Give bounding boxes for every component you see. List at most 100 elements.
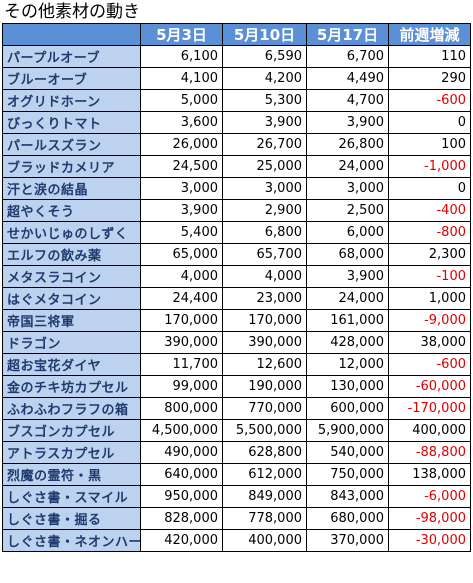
week-1-cell: 65,000 — [140, 243, 223, 266]
table-row: パールスズラン 26,000 26,700 26,800 100 — [2, 133, 471, 156]
week-1-cell: 3,900 — [140, 199, 223, 222]
item-name-cell: パープルオーブ — [2, 45, 141, 68]
header-week-3: 5月17日 — [306, 23, 389, 46]
week-2-cell: 23,000 — [222, 287, 307, 310]
table-row: エルフの飲み薬 65,000 65,700 68,000 2,300 — [2, 243, 471, 266]
diff-cell: -170,000 — [388, 397, 471, 420]
diff-cell: -60,000 — [388, 375, 471, 398]
item-name-cell: ふわふわフラフの箱 — [2, 397, 141, 420]
table-row: 超お宝花ダイヤ 11,700 12,600 12,000 -600 — [2, 353, 471, 376]
table-row: はぐメタコイン 24,400 23,000 24,000 1,000 — [2, 287, 471, 310]
week-1-cell: 11,700 — [140, 353, 223, 376]
table-row: ブルーオーブ 4,100 4,200 4,490 290 — [2, 67, 471, 90]
item-name-cell: パールスズラン — [2, 133, 141, 156]
week-3-cell: 428,000 — [306, 331, 389, 354]
table-row: オグリドホーン 5,000 5,300 4,700 -600 — [2, 89, 471, 112]
week-1-cell: 390,000 — [140, 331, 223, 354]
week-1-cell: 4,500,000 — [140, 419, 223, 442]
diff-cell: -98,000 — [388, 507, 471, 530]
week-1-cell: 640,000 — [140, 463, 223, 486]
item-name-cell: はぐメタコイン — [2, 287, 141, 310]
week-2-cell: 4,200 — [222, 67, 307, 90]
diff-cell: 100 — [388, 133, 471, 156]
item-name-cell: びっくりトマト — [2, 111, 141, 134]
diff-cell: -600 — [388, 89, 471, 112]
header-week-1: 5月3日 — [140, 23, 223, 46]
week-3-cell: 6,000 — [306, 221, 389, 244]
week-3-cell: 843,000 — [306, 485, 389, 508]
diff-cell: -30,000 — [388, 529, 471, 552]
diff-cell: -100 — [388, 265, 471, 288]
item-name-cell: 超お宝花ダイヤ — [2, 353, 141, 376]
item-name-cell: メタスラコイン — [2, 265, 141, 288]
item-name-cell: 超やくそう — [2, 199, 141, 222]
diff-cell: -800 — [388, 221, 471, 244]
week-2-cell: 65,700 — [222, 243, 307, 266]
week-1-cell: 828,000 — [140, 507, 223, 530]
diff-cell: 138,000 — [388, 463, 471, 486]
week-1-cell: 24,400 — [140, 287, 223, 310]
week-2-cell: 770,000 — [222, 397, 307, 420]
week-2-cell: 628,800 — [222, 441, 307, 464]
item-name-cell: ブラッドカメリア — [2, 155, 141, 178]
week-2-cell: 400,000 — [222, 529, 307, 552]
week-3-cell: 4,490 — [306, 67, 389, 90]
header-row: 5月3日 5月10日 5月17日 前週増減 — [2, 23, 471, 46]
table-row: しぐさ書・スマイル 950,000 849,000 843,000 -6,000 — [2, 485, 471, 508]
week-3-cell: 24,000 — [306, 287, 389, 310]
table-row: 帝国三将軍 170,000 170,000 161,000 -9,000 — [2, 309, 471, 332]
item-name-cell: しぐさ書・掘る — [2, 507, 141, 530]
week-3-cell: 26,800 — [306, 133, 389, 156]
item-name-cell: ブルーオーブ — [2, 67, 141, 90]
page-title: その他素材の動き — [4, 2, 140, 22]
week-3-cell: 3,900 — [306, 265, 389, 288]
table-row: ドラゴン 390,000 390,000 428,000 38,000 — [2, 331, 471, 354]
week-1-cell: 3,000 — [140, 177, 223, 200]
table-row: 烈魔の霊符・黒 640,000 612,000 750,000 138,000 — [2, 463, 471, 486]
week-3-cell: 3,900 — [306, 111, 389, 134]
week-1-cell: 5,400 — [140, 221, 223, 244]
item-name-cell: 烈魔の霊符・黒 — [2, 463, 141, 486]
table-row: 汗と涙の結晶 3,000 3,000 3,000 0 — [2, 177, 471, 200]
week-2-cell: 778,000 — [222, 507, 307, 530]
week-3-cell: 680,000 — [306, 507, 389, 530]
table-row: アトラスカプセル 490,000 628,800 540,000 -88,800 — [2, 441, 471, 464]
table-row: ブスゴンカプセル 4,500,000 5,500,000 5,900,000 400,0… — [2, 419, 471, 442]
header-week-2: 5月10日 — [222, 23, 307, 46]
item-name-cell: オグリドホーン — [2, 89, 141, 112]
week-3-cell: 24,000 — [306, 155, 389, 178]
week-1-cell: 26,000 — [140, 133, 223, 156]
table-row: メタスラコイン 4,000 4,000 3,900 -100 — [2, 265, 471, 288]
diff-cell: 0 — [388, 111, 471, 134]
week-3-cell: 6,700 — [306, 45, 389, 68]
diff-cell: -88,800 — [388, 441, 471, 464]
table-body: パープルオーブ 6,100 6,590 6,700 110 ブルーオーブ 4,100 4,20… — [2, 45, 471, 552]
week-3-cell: 540,000 — [306, 441, 389, 464]
table-row: パープルオーブ 6,100 6,590 6,700 110 — [2, 45, 471, 68]
week-3-cell: 370,000 — [306, 529, 389, 552]
table-row: しぐさ書・掘る 828,000 778,000 680,000 -98,000 — [2, 507, 471, 530]
week-1-cell: 490,000 — [140, 441, 223, 464]
week-2-cell: 3,900 — [222, 111, 307, 134]
item-name-cell: せかいじゅのしずく — [2, 221, 141, 244]
week-3-cell: 161,000 — [306, 309, 389, 332]
week-1-cell: 420,000 — [140, 529, 223, 552]
item-name-cell: エルフの飲み薬 — [2, 243, 141, 266]
week-2-cell: 849,000 — [222, 485, 307, 508]
item-name-cell: 金のチキ坊カプセル — [2, 375, 141, 398]
week-1-cell: 4,000 — [140, 265, 223, 288]
diff-cell: 290 — [388, 67, 471, 90]
week-2-cell: 25,000 — [222, 155, 307, 178]
week-1-cell: 5,000 — [140, 89, 223, 112]
week-2-cell: 390,000 — [222, 331, 307, 354]
week-2-cell: 170,000 — [222, 309, 307, 332]
week-3-cell: 4,700 — [306, 89, 389, 112]
diff-cell: 110 — [388, 45, 471, 68]
week-2-cell: 26,700 — [222, 133, 307, 156]
item-name-cell: しぐさ書・ネオンハート — [2, 529, 141, 552]
week-2-cell: 12,600 — [222, 353, 307, 376]
week-1-cell: 4,100 — [140, 67, 223, 90]
week-3-cell: 68,000 — [306, 243, 389, 266]
week-3-cell: 750,000 — [306, 463, 389, 486]
table-row: 金のチキ坊カプセル 99,000 190,000 130,000 -60,000 — [2, 375, 471, 398]
